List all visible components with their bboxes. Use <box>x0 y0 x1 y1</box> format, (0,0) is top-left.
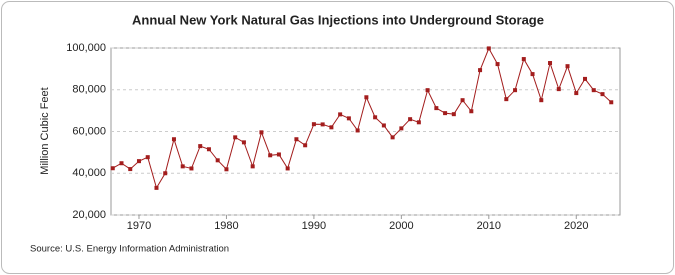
y-tick-label: 80,000 <box>72 84 106 96</box>
marker <box>530 72 535 77</box>
marker <box>443 111 448 116</box>
marker <box>215 158 220 163</box>
marker <box>364 95 369 100</box>
marker <box>154 185 159 190</box>
marker <box>513 88 518 93</box>
source: Source: U.S. Energy Information Administ… <box>30 244 229 255</box>
marker <box>145 155 150 160</box>
marker <box>110 166 115 171</box>
marker <box>355 128 360 133</box>
marker <box>416 120 421 125</box>
marker <box>521 57 526 62</box>
marker <box>119 161 124 166</box>
marker <box>469 109 474 114</box>
marker <box>539 98 544 103</box>
marker <box>268 153 273 158</box>
x-tick-label: 1970 <box>127 220 151 232</box>
marker <box>556 87 561 92</box>
marker <box>408 117 413 122</box>
marker <box>303 143 308 148</box>
marker <box>591 88 596 93</box>
marker <box>460 98 465 103</box>
marker <box>163 171 168 176</box>
marker <box>390 135 395 140</box>
marker <box>381 123 386 128</box>
y-tick-label: 20,000 <box>72 209 106 221</box>
marker <box>478 68 483 73</box>
marker <box>171 137 176 142</box>
chart-title: Annual New York Natural Gas Injections i… <box>132 12 544 27</box>
marker <box>241 140 246 145</box>
series-line <box>112 47 612 190</box>
marker <box>250 164 255 169</box>
marker <box>486 46 491 51</box>
marker <box>259 130 264 135</box>
marker <box>180 164 185 169</box>
marker <box>189 166 194 171</box>
marker <box>425 88 430 93</box>
marker <box>565 64 570 69</box>
marker <box>574 91 579 96</box>
marker <box>224 167 229 172</box>
y-tick-label: 100,000 <box>66 42 106 54</box>
marker <box>233 135 238 140</box>
x-tick-label: 2000 <box>389 220 413 232</box>
marker <box>548 61 553 66</box>
marker <box>329 125 334 130</box>
marker <box>338 112 343 117</box>
marker <box>495 62 500 67</box>
x-tick-label: 2010 <box>477 220 501 232</box>
marker <box>346 116 351 121</box>
marker <box>320 122 325 127</box>
y-tick-label: 40,000 <box>72 167 106 179</box>
marker <box>373 115 378 120</box>
marker <box>451 112 456 117</box>
marker <box>285 166 290 171</box>
marker <box>504 97 509 102</box>
x-tick-label: 1990 <box>302 220 326 232</box>
y-axis-label: Million Cubic Feet <box>39 87 51 174</box>
marker <box>399 126 404 131</box>
marker <box>128 167 133 172</box>
marker <box>434 106 439 111</box>
marker <box>198 144 203 149</box>
x-tick-label: 2020 <box>564 220 588 232</box>
marker <box>276 152 281 157</box>
marker <box>136 159 141 164</box>
marker <box>311 122 316 127</box>
marker <box>294 137 299 142</box>
marker <box>609 100 614 105</box>
y-tick-label: 60,000 <box>72 125 106 137</box>
marker <box>206 147 211 152</box>
x-tick-label: 1980 <box>214 220 238 232</box>
marker <box>600 92 605 97</box>
marker <box>583 76 588 81</box>
